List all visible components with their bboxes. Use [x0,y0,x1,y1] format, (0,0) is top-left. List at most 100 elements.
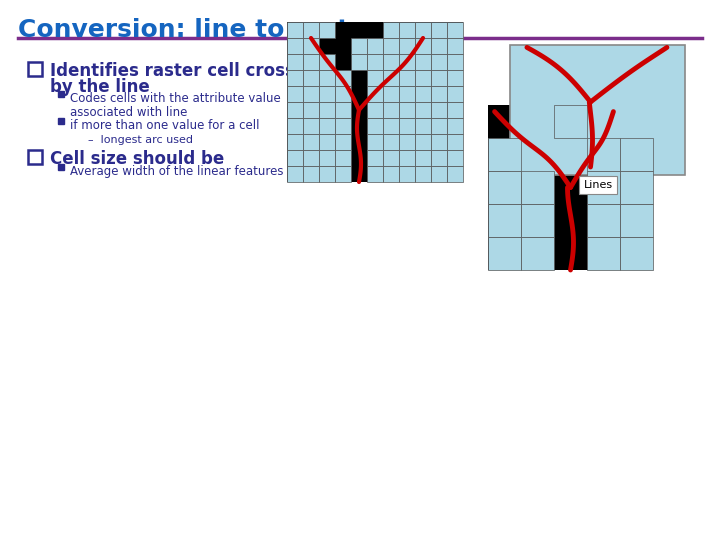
Bar [367,134,383,150]
Bar [399,38,415,54]
Bar [319,86,335,102]
Bar [303,166,319,182]
Bar [335,150,351,166]
Bar [488,204,521,237]
Bar [488,105,653,270]
Bar [335,166,351,182]
Text: Lines: Lines [583,180,613,190]
Bar [431,150,447,166]
Bar [620,237,653,270]
Bar [287,54,303,70]
FancyBboxPatch shape [28,62,42,76]
Bar [447,118,463,134]
Bar [383,22,399,38]
Bar [319,54,335,70]
Bar [383,86,399,102]
Bar [303,70,319,86]
Bar [620,171,653,204]
Bar [319,134,335,150]
Bar [415,70,431,86]
Bar [431,38,447,54]
Bar [510,45,685,175]
Bar [447,150,463,166]
Bar [415,118,431,134]
Bar [399,134,415,150]
Bar [415,54,431,70]
Bar [383,70,399,86]
Bar [367,150,383,166]
Bar [431,70,447,86]
Bar [587,237,620,270]
Text: if more than one value for a cell: if more than one value for a cell [70,119,259,132]
Bar [554,105,587,138]
Bar [335,102,351,118]
Bar [447,102,463,118]
Bar [431,134,447,150]
Text: –  longest arc used: – longest arc used [88,135,193,145]
Bar [415,22,431,38]
Bar [303,102,319,118]
Bar [521,204,554,237]
Bar [447,134,463,150]
Bar [287,102,303,118]
Bar [367,86,383,102]
Bar [303,22,319,38]
Bar [367,102,383,118]
Text: Codes cells with the attribute value: Codes cells with the attribute value [70,92,281,105]
Bar [587,171,620,204]
Bar [488,138,521,171]
Bar [287,166,303,182]
Bar [521,171,554,204]
Bar [303,86,319,102]
Bar [399,102,415,118]
Bar [620,138,653,171]
Text: by the line: by the line [50,78,150,96]
Bar [303,118,319,134]
Bar [367,38,383,54]
Bar [415,150,431,166]
Bar [431,118,447,134]
Bar [431,22,447,38]
Bar [383,150,399,166]
Bar [521,237,554,270]
Text: Average width of the linear features: Average width of the linear features [70,165,284,178]
FancyBboxPatch shape [28,150,42,164]
Bar [488,237,521,270]
Bar [415,102,431,118]
Bar [447,54,463,70]
Bar [431,86,447,102]
Bar [319,22,335,38]
Bar [319,102,335,118]
Bar [335,118,351,134]
Bar [383,134,399,150]
Bar [319,150,335,166]
Bar [447,22,463,38]
Bar [415,86,431,102]
Bar [303,150,319,166]
Bar [367,54,383,70]
Bar [287,22,463,182]
Bar [383,54,399,70]
Bar [383,102,399,118]
Bar [587,138,620,171]
Bar [303,134,319,150]
Bar [303,54,319,70]
Bar [58,118,64,124]
Bar [367,166,383,182]
Bar [383,166,399,182]
Bar [383,118,399,134]
Bar [303,38,319,54]
Bar [447,86,463,102]
Text: associated with line: associated with line [70,106,187,119]
Bar [367,70,383,86]
Bar [287,134,303,150]
Bar [287,118,303,134]
Bar [447,70,463,86]
Bar [399,86,415,102]
Bar [431,54,447,70]
Bar [58,91,64,97]
Bar [335,134,351,150]
Bar [383,38,399,54]
Bar [447,38,463,54]
Bar [335,70,351,86]
